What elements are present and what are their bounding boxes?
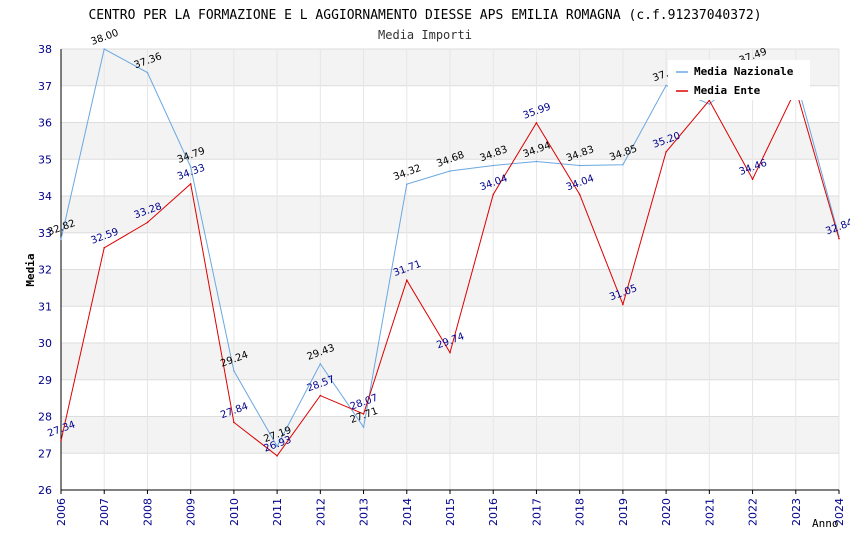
y-tick-label: 26	[38, 484, 52, 497]
x-tick-labels: 2006 2007 2008 2009 2010 2011 2012 2013 2014 2015…	[55, 498, 846, 526]
x-tick-label: 2012	[314, 498, 327, 526]
data-point	[405, 183, 408, 186]
axes	[60, 49, 840, 494]
y-tick-label: 34	[38, 190, 52, 203]
y-tick-label: 37	[38, 80, 52, 93]
x-tick-label: 2006	[55, 498, 68, 526]
data-point	[319, 363, 322, 365]
data-point	[578, 164, 581, 167]
y-tick-label: 30	[38, 337, 52, 350]
data-point	[622, 163, 624, 166]
x-tick-label: 2007	[98, 498, 111, 526]
data-point	[449, 170, 451, 172]
data-point	[708, 99, 711, 102]
data-point	[708, 103, 711, 105]
x-tick-label: 2017	[530, 498, 543, 526]
x-tick-label: 2019	[617, 498, 630, 526]
x-tick-label: 2010	[228, 498, 241, 526]
y-tick-label: 29	[38, 374, 52, 387]
legend-label-ente: Media Ente	[694, 84, 761, 97]
y-tick-label: 38	[38, 43, 52, 56]
data-point	[492, 164, 495, 167]
data-point	[751, 178, 754, 180]
x-tick-label: 2015	[444, 498, 457, 526]
x-tick-label: 2023	[790, 498, 803, 526]
data-point	[362, 426, 365, 428]
y-tick-label: 35	[38, 153, 52, 166]
x-tick-label: 2018	[574, 498, 587, 526]
y-tick-label: 28	[38, 411, 52, 424]
chart-title: CENTRO PER LA FORMAZIONE E L AGGIORNAMEN…	[88, 8, 761, 23]
data-point	[449, 351, 451, 354]
x-tick-label: 2021	[703, 498, 716, 526]
data-point	[622, 303, 624, 306]
y-tick-label: 36	[38, 117, 52, 130]
data-point	[103, 48, 106, 50]
legend-label-nazionale: Media Nazionale	[694, 65, 794, 78]
y-axis-label: Media	[24, 253, 37, 286]
legend-box	[668, 60, 810, 100]
data-point	[319, 394, 322, 397]
series-lines	[60, 48, 840, 457]
x-tick-label: 2022	[747, 498, 760, 526]
x-tick-label: 2016	[487, 498, 500, 526]
x-tick-label: 2009	[185, 498, 198, 526]
data-point	[146, 71, 149, 74]
data-point	[103, 247, 106, 249]
x-tick-label: 2020	[660, 498, 673, 526]
data-point	[362, 413, 365, 415]
data-point	[535, 122, 538, 124]
x-tick-label: 2024	[833, 498, 846, 526]
x-tick-label: 2011	[271, 498, 284, 526]
x-tick-label: 2008	[141, 498, 154, 526]
data-point	[60, 439, 62, 442]
data-label: 38.00	[89, 28, 120, 48]
data-point	[60, 238, 62, 241]
x-tick-label: 2013	[358, 498, 371, 526]
y-tick-labels: 26 27 28 29 30 31 32 33 34 35 36 37 38	[38, 43, 52, 497]
chart-subtitle: Media Importi	[378, 28, 472, 42]
data-point	[233, 370, 235, 372]
data-point	[838, 237, 840, 240]
data-point	[276, 455, 278, 457]
data-point	[146, 221, 149, 224]
data-point	[233, 421, 235, 424]
data-point	[578, 193, 581, 196]
x-axis-label: Anno	[812, 517, 839, 530]
data-point	[665, 84, 667, 87]
data-point	[535, 160, 538, 163]
data-point	[492, 193, 495, 196]
y-tick-label: 33	[38, 227, 52, 240]
y-tick-label: 27	[38, 447, 52, 460]
data-point	[189, 166, 192, 168]
legend: Media Nazionale Media Ente	[668, 60, 810, 100]
data-point	[665, 151, 667, 153]
data-point	[276, 445, 278, 448]
data-point	[405, 279, 408, 281]
y-tick-label: 31	[38, 300, 52, 313]
y-tick-label: 32	[38, 264, 52, 277]
x-tick-label: 2014	[401, 498, 414, 526]
data-point	[189, 183, 192, 185]
